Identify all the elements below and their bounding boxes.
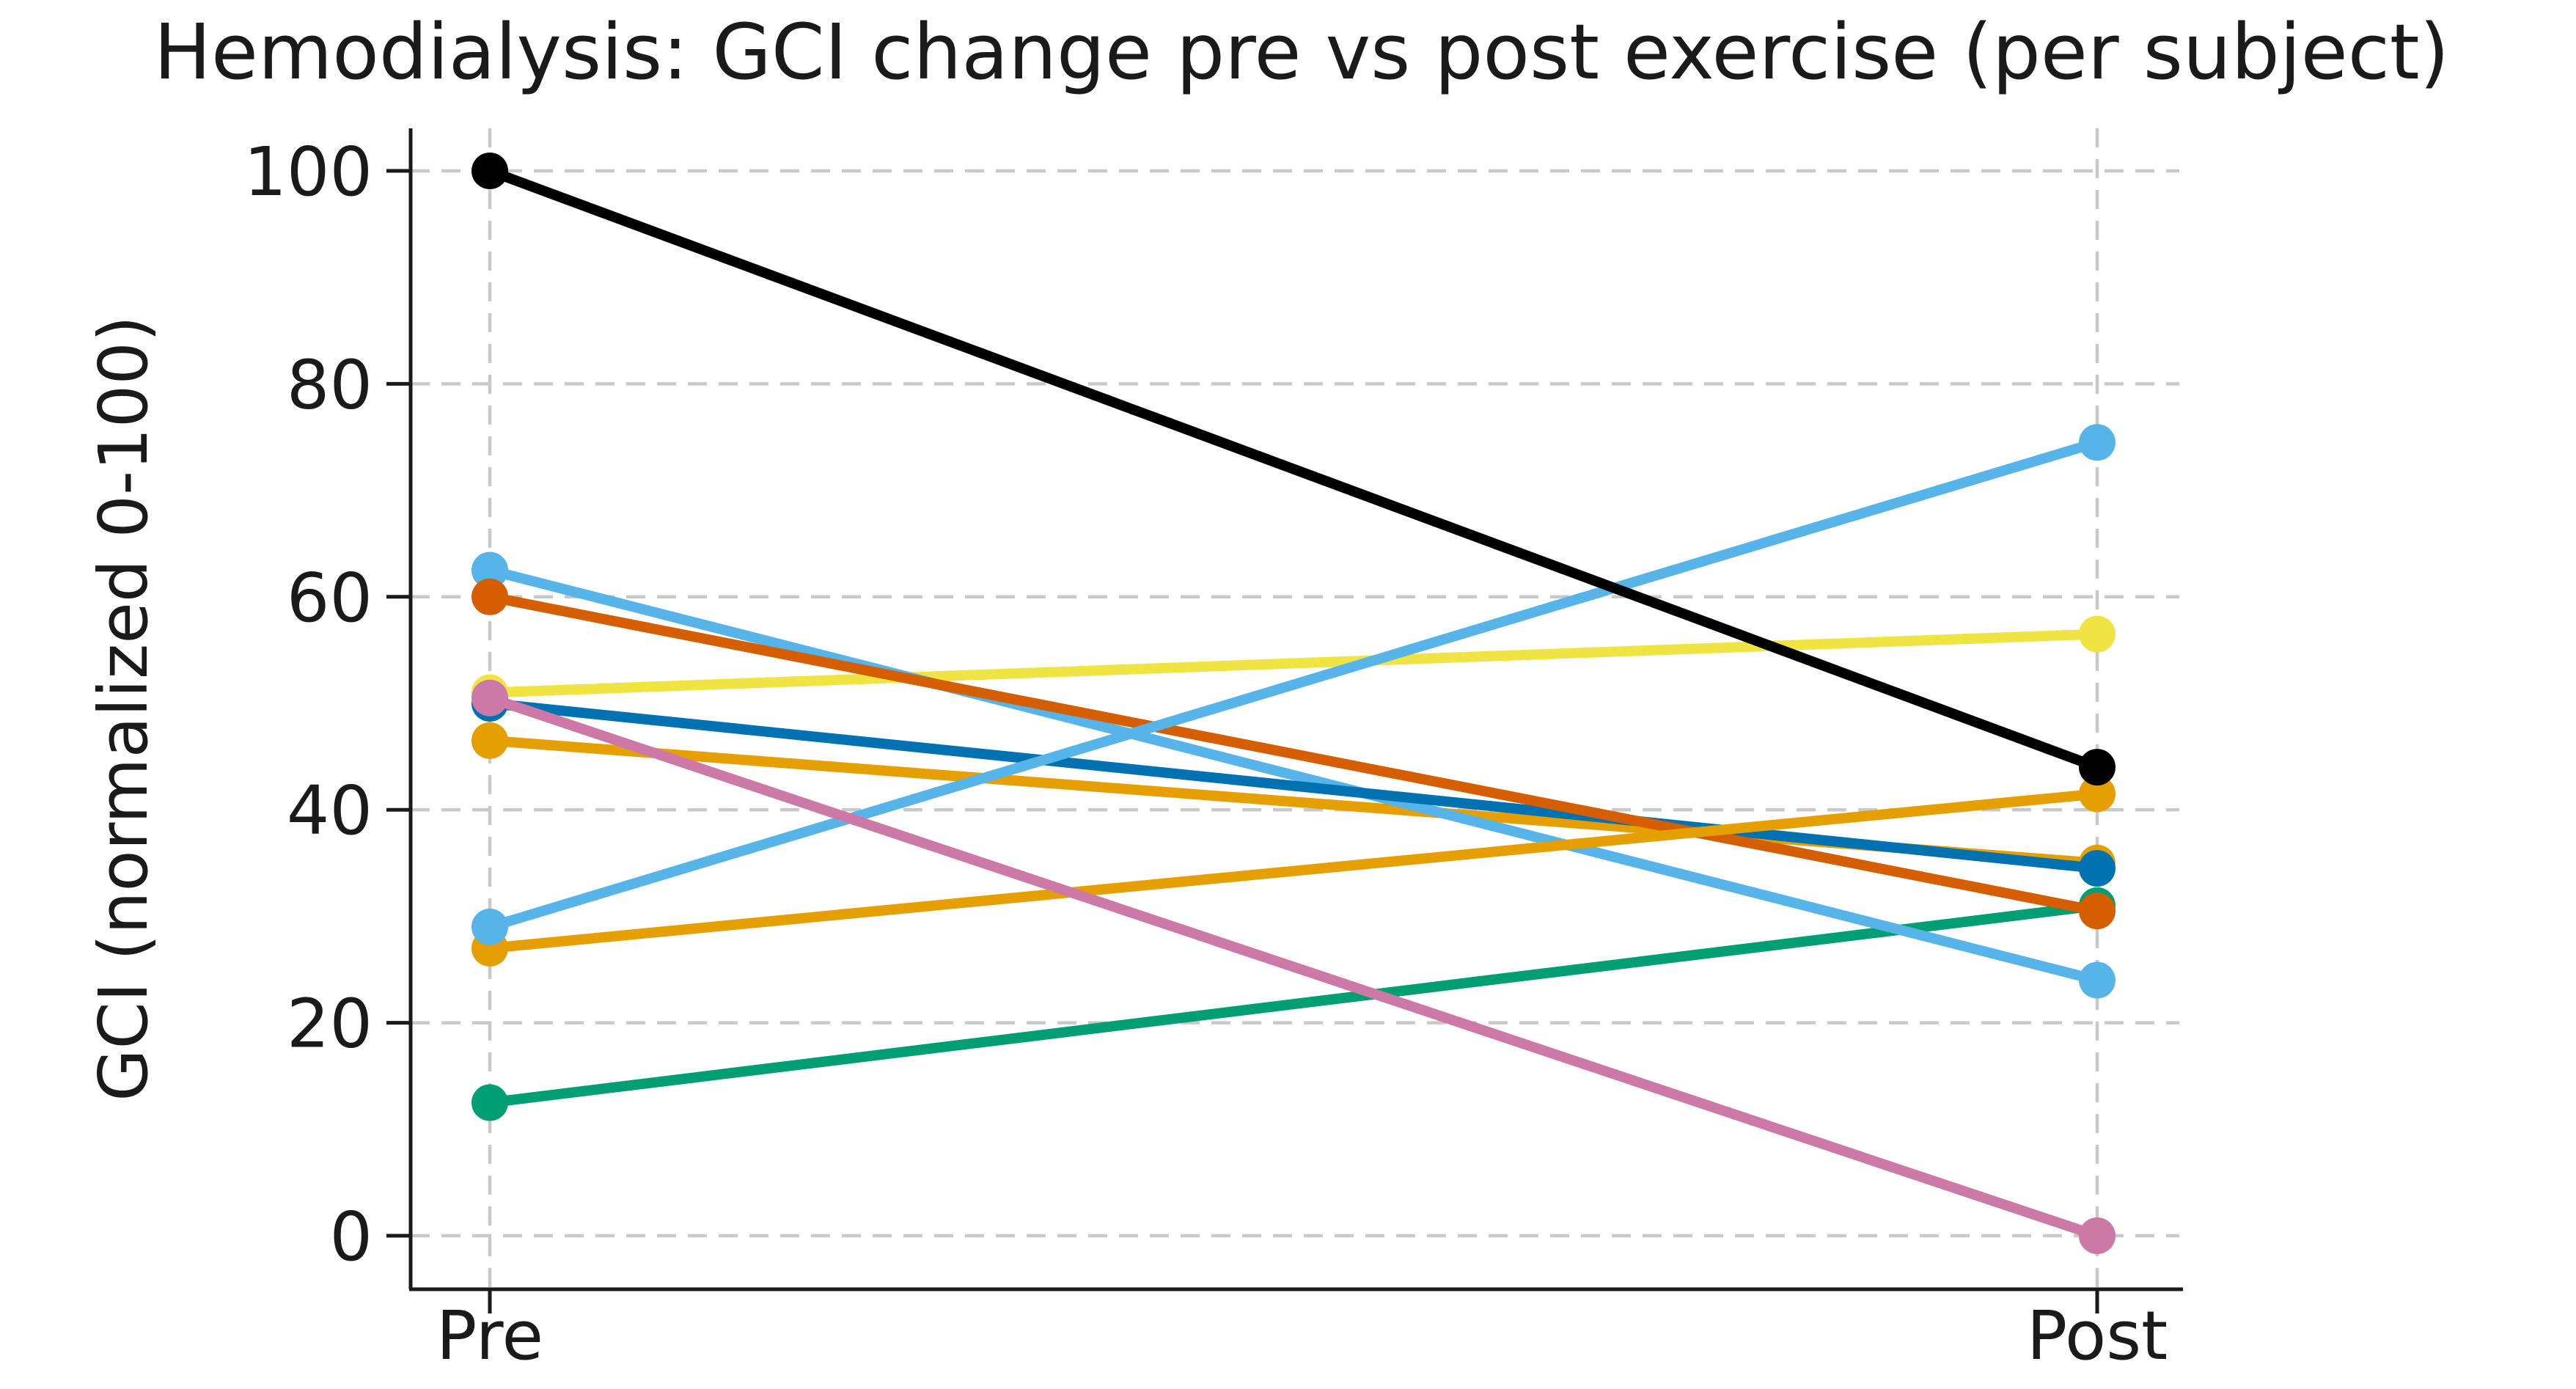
y-tick-label-80: 80	[287, 345, 373, 424]
gridlines	[411, 128, 2179, 1289]
tick-labels: 0 20 40 60 80 100 Pre Post	[243, 133, 2168, 1375]
series-line-subject-10	[485, 166, 2102, 773]
subject-10-post-marker	[2079, 749, 2116, 786]
y-tick-label-60: 60	[287, 559, 373, 637]
series-line-subject-6	[485, 591, 2102, 917]
series-subject-7	[471, 775, 2116, 967]
series-line-subject-2	[485, 900, 2102, 1108]
x-tick-label-pre: Pre	[436, 1297, 543, 1375]
series-line-subject-8	[485, 437, 2102, 932]
subject-10-pre-marker	[471, 153, 508, 189]
subject-6-post-marker	[2079, 893, 2116, 930]
x-tick-label-post: Post	[2027, 1297, 2168, 1375]
series-line-subject-3	[485, 628, 2102, 698]
subject-5-post-marker	[2079, 850, 2116, 887]
series-subject-8	[471, 424, 2116, 945]
y-axis-label: GCI (normalized 0-100)	[84, 315, 163, 1101]
series-line-subject-4	[485, 565, 2102, 986]
series-subject-10	[471, 153, 2116, 786]
series-line-subject-9	[485, 692, 2102, 1241]
y-tick-label-20: 20	[287, 985, 373, 1063]
series-line-subject-5	[485, 698, 2102, 874]
series-subject-9	[471, 679, 2116, 1254]
subject-3-post-marker	[2079, 615, 2116, 653]
series-line-subject-7	[485, 788, 2102, 953]
series-lines	[471, 153, 2116, 1254]
subject-7-post-marker	[2079, 775, 2116, 813]
subject-9-post-marker	[2079, 1217, 2116, 1254]
series-subject-4	[471, 551, 2116, 999]
series-subject-6	[471, 578, 2116, 930]
subject-1-pre-marker	[471, 722, 508, 759]
subject-8-post-marker	[2079, 424, 2116, 461]
subject-8-pre-marker	[471, 908, 508, 945]
subject-2-pre-marker	[471, 1084, 508, 1121]
y-tick-label-0: 0	[329, 1198, 373, 1276]
subject-6-pre-marker	[471, 578, 508, 615]
subject-4-post-marker	[2079, 961, 2116, 999]
y-tick-label-100: 100	[243, 133, 373, 211]
subject-9-pre-marker	[471, 679, 508, 717]
chart-title: Hemodialysis: GCI change pre vs post exe…	[154, 7, 2449, 97]
axes-spines	[386, 128, 2183, 1313]
y-tick-label-40: 40	[287, 772, 373, 850]
subject-4-pre-marker	[471, 551, 508, 589]
